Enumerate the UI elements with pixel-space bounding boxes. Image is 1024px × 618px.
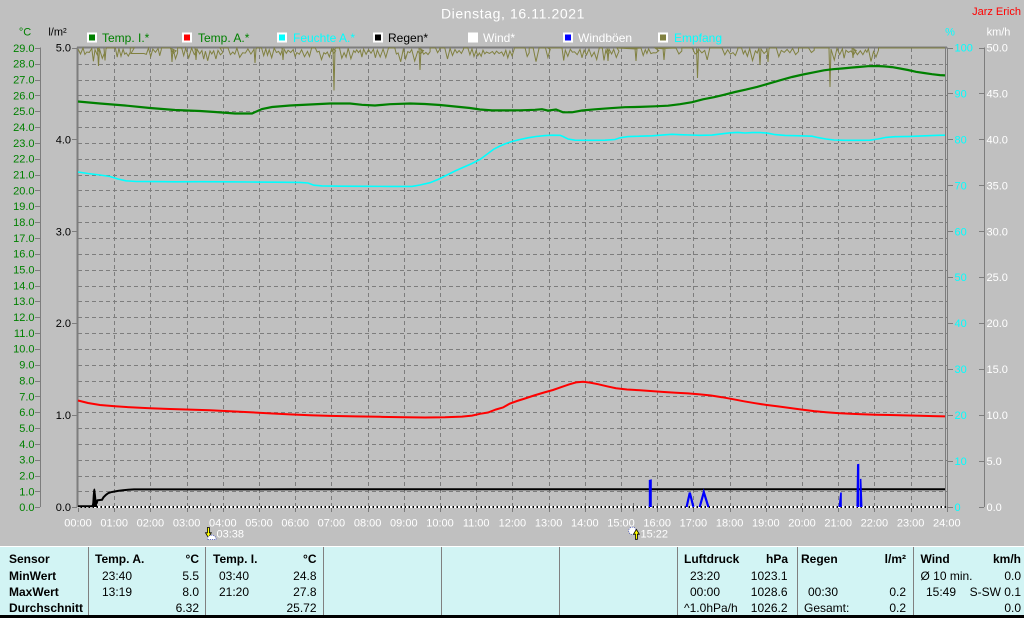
svg-text:15.0: 15.0 [987, 364, 1008, 376]
svg-text:50: 50 [955, 272, 967, 284]
svg-text:5.0: 5.0 [19, 423, 34, 435]
svg-text:4.0: 4.0 [56, 134, 71, 146]
svg-text:19.0: 19.0 [13, 201, 34, 213]
svg-text:Feuchte A.*: Feuchte A.* [293, 31, 355, 45]
svg-text:%: % [945, 27, 955, 39]
svg-text:5.0: 5.0 [987, 456, 1002, 468]
svg-text:11:00: 11:00 [463, 518, 490, 530]
svg-text:12.0: 12.0 [13, 312, 34, 324]
svg-text:Temp. A.*: Temp. A.* [198, 31, 250, 45]
svg-text:17.0: 17.0 [13, 233, 34, 245]
svg-text:23.0: 23.0 [13, 138, 34, 150]
svg-text:0.0: 0.0 [19, 502, 34, 514]
svg-text:13.0: 13.0 [13, 296, 34, 308]
svg-text:05:00: 05:00 [245, 518, 273, 530]
svg-text:l/m²: l/m² [48, 27, 67, 39]
svg-text:28.0: 28.0 [13, 59, 34, 71]
svg-text:30: 30 [955, 364, 967, 376]
svg-text:18.0: 18.0 [13, 217, 34, 229]
svg-text:5.0: 5.0 [56, 42, 71, 54]
svg-text:14.0: 14.0 [13, 280, 34, 292]
svg-text:70: 70 [955, 180, 967, 192]
svg-text:27.0: 27.0 [13, 75, 34, 87]
svg-text:40: 40 [955, 318, 967, 330]
svg-text:Dienstag, 16.11.2021: Dienstag, 16.11.2021 [441, 6, 585, 22]
svg-text:09:00: 09:00 [390, 518, 418, 530]
svg-text:Windböen: Windböen [578, 31, 632, 45]
svg-text:35.0: 35.0 [987, 180, 1008, 192]
svg-text:16:00: 16:00 [643, 518, 671, 530]
svg-text:km/h: km/h [987, 27, 1011, 39]
svg-text:Empfang: Empfang [674, 31, 722, 45]
svg-text:07:00: 07:00 [318, 518, 346, 530]
svg-text:Regen*: Regen* [388, 31, 428, 45]
svg-text:8.0: 8.0 [19, 375, 34, 387]
svg-text:50.0: 50.0 [987, 42, 1008, 54]
svg-text:22.0: 22.0 [13, 154, 34, 166]
svg-text:15:22: 15:22 [641, 529, 669, 541]
svg-text:22:00: 22:00 [861, 518, 889, 530]
svg-text:1.0: 1.0 [56, 410, 71, 422]
svg-text:Temp. I.*: Temp. I.* [102, 31, 150, 45]
svg-text:25.0: 25.0 [987, 272, 1008, 284]
svg-text:100: 100 [955, 42, 973, 54]
svg-text:3.0: 3.0 [19, 455, 34, 467]
svg-text:20.0: 20.0 [987, 318, 1008, 330]
svg-text:20.0: 20.0 [13, 185, 34, 197]
svg-text:21.0: 21.0 [13, 170, 34, 182]
svg-text:02:00: 02:00 [137, 518, 165, 530]
svg-text:80: 80 [955, 134, 967, 146]
svg-text:21:00: 21:00 [824, 518, 852, 530]
svg-text:19:00: 19:00 [752, 518, 780, 530]
svg-text:10.0: 10.0 [987, 410, 1008, 422]
svg-text:2.0: 2.0 [19, 470, 34, 482]
svg-text:12:00: 12:00 [499, 518, 527, 530]
svg-text:03:38: 03:38 [217, 529, 245, 541]
svg-text:45.0: 45.0 [987, 88, 1008, 100]
svg-text:01:00: 01:00 [100, 518, 128, 530]
svg-text:0: 0 [955, 502, 961, 514]
svg-text:10.0: 10.0 [13, 344, 34, 356]
svg-text:13:00: 13:00 [535, 518, 563, 530]
svg-text:15:00: 15:00 [607, 518, 635, 530]
svg-text:25.0: 25.0 [13, 106, 34, 118]
svg-text:60: 60 [955, 226, 967, 238]
svg-text:17:00: 17:00 [680, 518, 708, 530]
svg-text:2.0: 2.0 [56, 318, 71, 330]
svg-text:40.0: 40.0 [987, 134, 1008, 146]
svg-text:20:00: 20:00 [788, 518, 816, 530]
svg-text:24.0: 24.0 [13, 122, 34, 134]
svg-text:0.0: 0.0 [987, 502, 1002, 514]
svg-text:16.0: 16.0 [13, 249, 34, 261]
svg-text:3.0: 3.0 [56, 226, 71, 238]
svg-text:00:00: 00:00 [64, 518, 92, 530]
svg-text:9.0: 9.0 [19, 360, 34, 372]
svg-text:26.0: 26.0 [13, 90, 34, 102]
svg-text:20: 20 [955, 410, 967, 422]
svg-text:03:00: 03:00 [173, 518, 201, 530]
svg-text:90: 90 [955, 88, 967, 100]
svg-text:11.0: 11.0 [14, 328, 35, 340]
svg-text:30.0: 30.0 [987, 226, 1008, 238]
svg-text:24:00: 24:00 [933, 518, 961, 530]
svg-text:04:00: 04:00 [209, 518, 237, 530]
svg-text:1.0: 1.0 [19, 486, 34, 498]
svg-text:4.0: 4.0 [19, 439, 34, 451]
svg-text:10: 10 [955, 456, 967, 468]
svg-text:°C: °C [19, 27, 31, 39]
svg-text:08:00: 08:00 [354, 518, 382, 530]
svg-text:Jarz Erich: Jarz Erich [972, 6, 1021, 18]
svg-text:0.0: 0.0 [56, 502, 71, 514]
svg-text:14:00: 14:00 [571, 518, 599, 530]
svg-text:23:00: 23:00 [897, 518, 925, 530]
svg-text:06:00: 06:00 [281, 518, 309, 530]
svg-text:Wind*: Wind* [483, 31, 515, 45]
svg-text:18:00: 18:00 [716, 518, 744, 530]
svg-text:29.0: 29.0 [13, 43, 34, 55]
svg-text:10:00: 10:00 [426, 518, 454, 530]
svg-text:15.0: 15.0 [13, 265, 34, 277]
svg-text:6.0: 6.0 [19, 407, 34, 419]
svg-text:7.0: 7.0 [19, 391, 34, 403]
